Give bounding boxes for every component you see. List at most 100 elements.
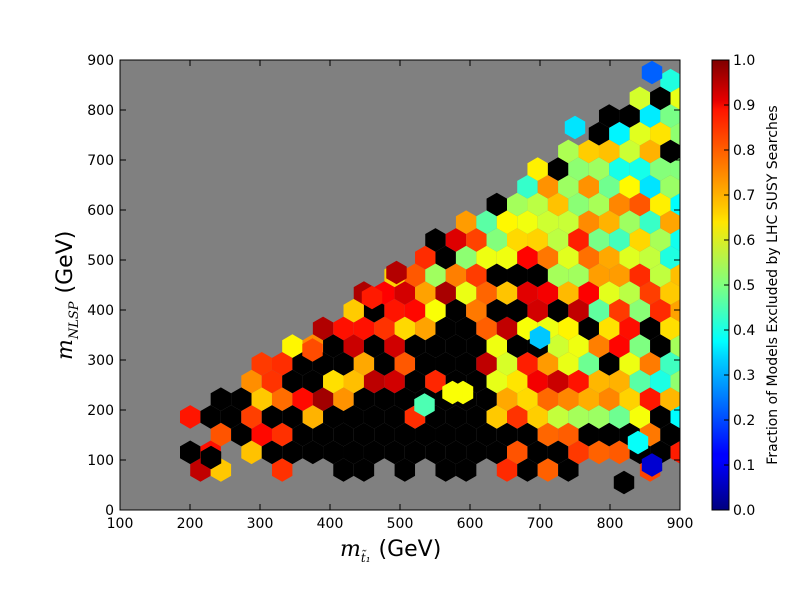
y-tick-label: 700: [87, 153, 114, 169]
hex-cell: [180, 440, 201, 465]
hex-cell: [670, 370, 680, 393]
hex-cell: [363, 405, 385, 429]
hex-cell: [425, 334, 446, 358]
hex-cell: [619, 104, 640, 128]
hex-cell: [507, 192, 528, 217]
hex-cell: [660, 68, 680, 93]
hex-cell: [251, 422, 272, 447]
hex-cell: [650, 405, 671, 429]
hex-cell: [598, 352, 620, 376]
hex-cell: [486, 298, 508, 323]
hex-cell: [629, 192, 651, 217]
hex-cell: [609, 405, 630, 429]
hex-cell: [588, 334, 610, 358]
hex-cell: [660, 175, 680, 199]
hex-cell: [466, 440, 487, 465]
hex-cell: [517, 387, 538, 411]
hex-cell: [639, 281, 661, 305]
hex-cell: [282, 405, 303, 429]
hex-cell: [547, 228, 569, 252]
hex-cell: [455, 245, 477, 270]
hex-cell: [435, 458, 456, 482]
hex-cell: [466, 298, 487, 323]
hex-cell: [333, 352, 354, 376]
hex-cell: [558, 316, 579, 341]
hex-cell: [619, 352, 640, 376]
hex-cell: [445, 228, 467, 252]
hex-cell: [517, 281, 538, 305]
hex-cell: [650, 369, 671, 394]
hex-cell: [639, 316, 661, 341]
hex-cell: [486, 228, 508, 252]
hex-cell: [425, 263, 446, 288]
hex-cell: [231, 422, 252, 447]
hex-cell: [527, 298, 548, 323]
hex-cell: [558, 387, 579, 411]
hex-cell: [547, 263, 569, 288]
hex-cell: [639, 104, 661, 128]
hex-cell: [374, 316, 395, 341]
x-tick-label: 900: [667, 516, 694, 532]
hex-cell: [302, 405, 324, 429]
hex-cell: [588, 405, 610, 429]
hex-cell: [609, 298, 630, 323]
hex-cell: [609, 440, 630, 465]
hex-cell: [639, 352, 661, 376]
hex-cell: [670, 440, 680, 464]
hex-cell: [404, 369, 426, 394]
hex-cell: [353, 458, 375, 482]
hex-cell: [312, 316, 334, 341]
hex-cell: [558, 458, 579, 482]
hex-cell: [598, 387, 620, 411]
hex-cell: [588, 440, 610, 465]
hex-cell: [384, 440, 405, 465]
hex-cell: [507, 298, 528, 323]
hex-cell: [496, 281, 518, 305]
hex-cell: [609, 121, 630, 146]
hex-cell: [527, 157, 548, 181]
hex-cells: [180, 60, 680, 495]
hex-cell: [455, 422, 477, 447]
hex-cell: [241, 369, 262, 394]
hex-cell: [507, 440, 528, 465]
hex-cell: [660, 422, 680, 447]
hex-cell: [323, 334, 344, 358]
y-tick-label: 0: [105, 503, 114, 519]
colorbar-tick-label: 0.1: [733, 458, 755, 474]
hex-cell: [425, 298, 446, 323]
hex-cell: [547, 192, 569, 217]
hex-cell: [220, 405, 242, 429]
hex-cell: [302, 440, 324, 465]
x-tick-label: 700: [527, 516, 554, 532]
hex-cell: [650, 263, 671, 288]
hex-cell: [660, 139, 680, 164]
hex-cell: [292, 387, 313, 411]
hex-cell: [609, 369, 630, 394]
hex-cell: [353, 352, 375, 376]
hex-cell: [578, 387, 599, 411]
hex-cell: [507, 405, 528, 429]
hex-cell: [619, 316, 640, 341]
x-tick-label: 100: [107, 516, 134, 532]
x-tick-label: 400: [317, 516, 344, 532]
hex-cell: [394, 352, 416, 376]
hex-cell: [486, 405, 508, 429]
y-tick-label: 500: [87, 253, 114, 269]
hex-cell-notable: [302, 338, 323, 362]
y-axis-ticks: 0 100 200 300 400 500 600 700 800 900: [87, 53, 680, 519]
y-tick-label: 400: [87, 303, 114, 319]
hex-cell: [312, 422, 334, 447]
hex-cell: [650, 157, 671, 181]
hex-cell: [629, 228, 651, 252]
hex-cell: [261, 440, 283, 465]
hex-cell: [537, 281, 559, 305]
hex-cell: [629, 157, 651, 181]
hex-cell: [200, 405, 221, 429]
hex-cell: [568, 228, 589, 252]
hex-cell: [650, 86, 671, 111]
hex-cell: [425, 228, 446, 252]
hex-cell: [537, 245, 559, 270]
hex-cell: [210, 422, 232, 447]
hex-cell: [343, 405, 364, 429]
hex-cell: [629, 121, 651, 146]
